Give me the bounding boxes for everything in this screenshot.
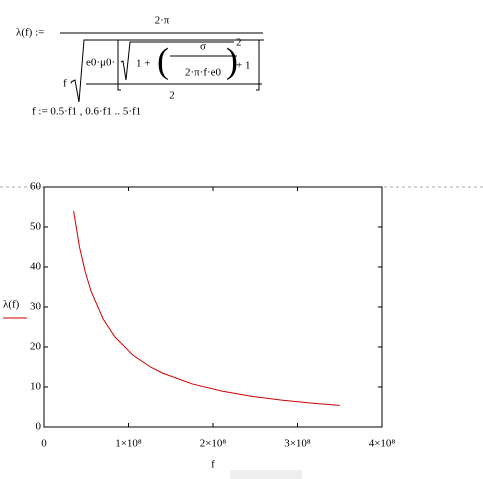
x-tick-label: 2×10⁸ xyxy=(200,438,227,450)
x-axis-label: f xyxy=(211,459,215,471)
chart: 0 10 20 30 40 50 60 0 1×10⁸ 2×10⁸ 3×10⁸ 4×10⁸ f λ(f) xyxy=(3,181,395,471)
x-tick-label: 0 xyxy=(41,438,47,450)
y-tick-label: 50 xyxy=(30,221,42,233)
paren: ) xyxy=(226,40,238,80)
bracket xyxy=(117,40,121,91)
radical xyxy=(70,39,264,103)
formula: λ(f) := 2·π f · e0·μ0· 1 + ( ) σ 2·π·f·e… xyxy=(16,15,264,118)
y-axis-label: λ(f) xyxy=(3,299,20,311)
formula-inner-denominator: 2·π·f·e0 xyxy=(185,67,222,79)
formula-sigma: σ xyxy=(200,41,206,53)
formula-one-plus: 1 + xyxy=(136,58,150,70)
formula-power: 2 xyxy=(236,37,242,49)
y-tick-label: 60 xyxy=(30,181,42,193)
bracket xyxy=(256,40,260,91)
y-tick-label: 30 xyxy=(30,301,42,313)
paren: ( xyxy=(157,40,169,80)
formula-numerator: 2·π xyxy=(155,15,170,27)
series-line xyxy=(73,210,340,406)
x-tick-label: 3×10⁸ xyxy=(284,438,311,450)
range-definition: f := 0.5·f1 , 0.6·f1 .. 5·f1 xyxy=(32,106,141,118)
formula-outer-denominator: 2 xyxy=(169,90,175,102)
formula-plus-one: + 1 xyxy=(236,60,250,72)
formula-f: f · xyxy=(63,78,73,90)
y-tick-label: 20 xyxy=(30,341,42,353)
x-tick-label: 4×10⁸ xyxy=(369,438,396,450)
y-tick-label: 10 xyxy=(30,381,42,393)
placeholder xyxy=(230,470,302,479)
y-tick-label: 0 xyxy=(36,421,42,433)
radical xyxy=(120,41,234,81)
y-tick-label: 40 xyxy=(30,261,42,273)
x-tick-label: 1×10⁸ xyxy=(115,438,142,450)
plot-frame xyxy=(43,186,383,428)
formula-constants: e0·μ0· xyxy=(86,57,115,69)
formula-lhs: λ(f) := xyxy=(16,27,44,39)
